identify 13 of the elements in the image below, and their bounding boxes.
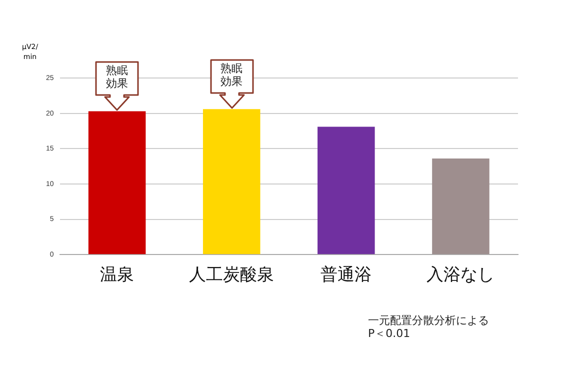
bar xyxy=(88,111,146,254)
text: 一元配置分散分析による P＜0.01 xyxy=(368,314,489,340)
x-tick-label: 入浴なし xyxy=(426,265,495,286)
x-tick-label: 人工炭酸泉 xyxy=(189,265,274,286)
callout-arrow: 熟眠効果 xyxy=(210,59,254,110)
callout-arrow: 熟眠効果 xyxy=(95,61,140,112)
annotation: 熟眠効果 xyxy=(220,62,244,88)
annotation: 熟眠効果 xyxy=(105,64,130,90)
bar xyxy=(432,158,490,254)
x-tick-label: 普通浴 xyxy=(320,265,372,286)
bar xyxy=(318,126,375,254)
x-tick-label: 温泉 xyxy=(100,265,134,286)
bar xyxy=(202,109,260,254)
